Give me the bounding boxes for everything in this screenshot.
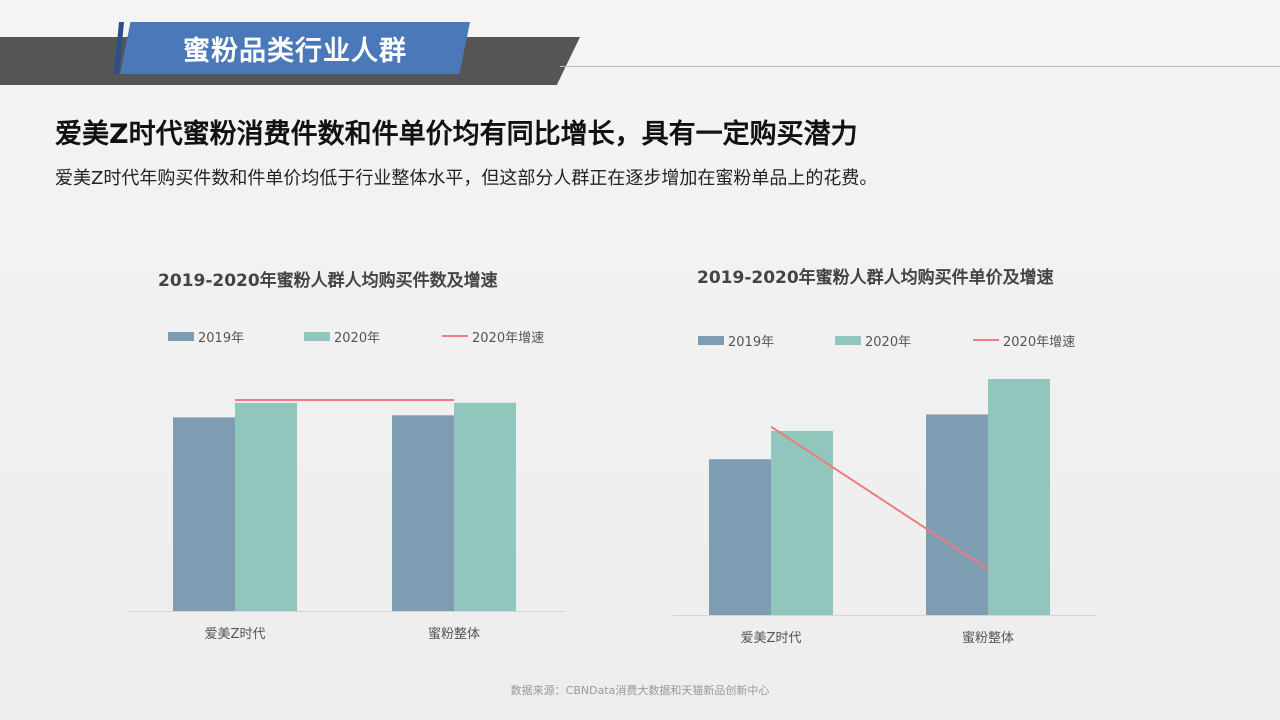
bar-2019 xyxy=(709,459,771,615)
section-title: 蜜粉品类行业人群 xyxy=(183,35,407,67)
chart-1-legend: 2019年 2020年 2020年增速 xyxy=(168,327,568,346)
legend-label-2020: 2020年 xyxy=(865,334,912,350)
legend-item-growth: 2020年增速 xyxy=(973,331,1075,350)
legend-swatch-2020 xyxy=(304,331,330,341)
chart-2-plot: 爱美Z时代 蜜粉整体 xyxy=(673,379,1097,646)
growth-line xyxy=(770,425,989,570)
legend-item-2019: 2019年 xyxy=(698,331,774,350)
legend-item-2020: 2020年 xyxy=(304,327,380,346)
headline: 爱美Z时代蜜粉消费件数和件单价均有同比增长，具有一定购买潜力 xyxy=(55,119,858,150)
x-tick-label: 蜜粉整体 xyxy=(962,631,1014,646)
legend-label-2020: 2020年 xyxy=(334,330,381,346)
bar-2020 xyxy=(235,402,297,611)
chart-1-title: 2019-2020年蜜粉人群人均购买件数及增速 xyxy=(158,271,498,291)
source-note: 数据来源：CBNData消费大数据和天猫新品创新中心 xyxy=(510,684,770,697)
bar-2019 xyxy=(926,414,988,615)
legend-swatch-growth xyxy=(973,339,999,341)
bar-2020 xyxy=(454,402,516,611)
legend-swatch-2020 xyxy=(835,335,861,345)
chart-2-legend: 2019年 2020年 2020年增速 xyxy=(698,331,1098,350)
legend-label-growth: 2020年增速 xyxy=(1003,334,1076,350)
section-title-box: 蜜粉品类行业人群 xyxy=(120,22,470,74)
subheadline: 爱美Z时代年购买件数和件单价均低于行业整体水平，但这部分人群正在逐步增加在蜜粉单… xyxy=(55,168,878,189)
legend-swatch-2019 xyxy=(168,331,194,341)
legend-swatch-2019 xyxy=(698,335,724,345)
x-tick-label: 爱美Z时代 xyxy=(205,627,266,642)
x-tick-label: 蜜粉整体 xyxy=(428,627,480,642)
bar-2019 xyxy=(173,417,235,611)
legend-item-2020: 2020年 xyxy=(835,331,911,350)
header-accent xyxy=(114,22,124,74)
chart-2-title: 2019-2020年蜜粉人群人均购买件单价及增速 xyxy=(697,268,1054,288)
header-divider xyxy=(560,66,1280,67)
legend-label-2019: 2019年 xyxy=(728,334,775,350)
legend-label-2019: 2019年 xyxy=(198,330,245,346)
legend-swatch-growth xyxy=(442,335,468,337)
bar-2020 xyxy=(771,430,833,615)
x-tick-label: 爱美Z时代 xyxy=(741,631,802,646)
legend-item-2019: 2019年 xyxy=(168,327,244,346)
bar-2020 xyxy=(988,379,1050,615)
chart-1-plot: 爱美Z时代 蜜粉整体 xyxy=(128,399,565,642)
bar-2019 xyxy=(392,415,454,611)
legend-item-growth: 2020年增速 xyxy=(442,327,544,346)
legend-label-growth: 2020年增速 xyxy=(472,330,545,346)
